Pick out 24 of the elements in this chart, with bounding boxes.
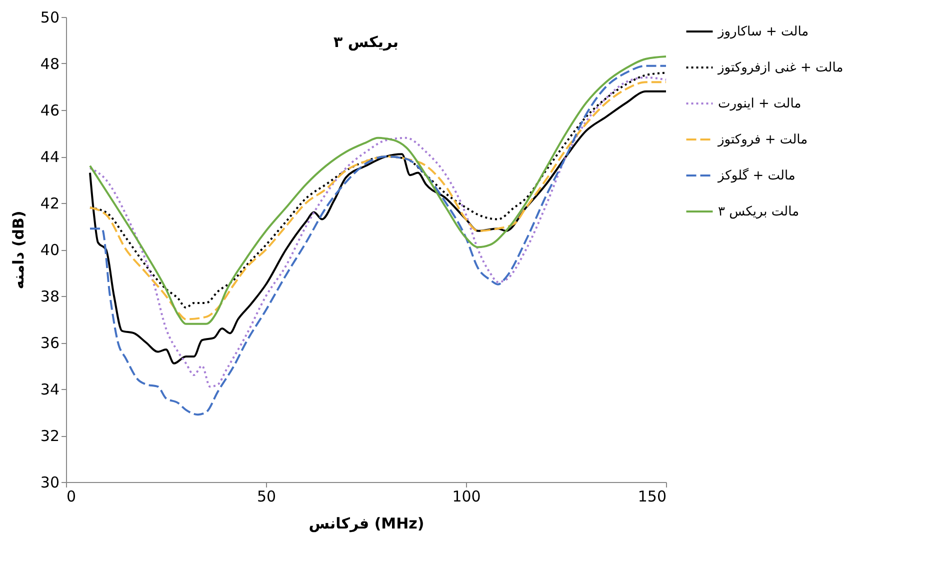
x-tick-label: 100	[452, 488, 481, 506]
y-tick-label: 30	[40, 474, 60, 492]
y-tick-label: 44	[40, 148, 60, 166]
legend-label: مالت + ساکاروز	[717, 24, 809, 40]
y-tick-label: 48	[40, 55, 60, 73]
y-tick-label: 50	[40, 8, 60, 26]
x-tick-label: 50	[256, 488, 276, 506]
x-tick-label: 150	[638, 488, 666, 506]
y-tick-label: 42	[40, 194, 60, 212]
y-tick-label: 36	[40, 334, 60, 352]
y-tick-label: 40	[40, 241, 60, 259]
legend-label: مالت + اینورت	[718, 96, 802, 112]
legend-label: مالت + فروکتوز	[717, 132, 808, 148]
text: بریکس ۳	[334, 33, 398, 51]
legend-label: مالت + گلوکز	[717, 168, 796, 184]
x-tick-label: 0	[66, 488, 76, 506]
y-tick-label: 46	[40, 102, 60, 120]
legend-label: مالت بریکس ۳	[718, 204, 800, 220]
y-tick-label: 32	[40, 427, 60, 445]
legend-label: مالت + غنی ازفروکتوز	[717, 60, 844, 76]
x-axis-title: فرکانس (MHz)	[308, 514, 424, 532]
y-tick-label: 38	[40, 288, 60, 306]
y-tick-label: 34	[40, 380, 60, 398]
y-axis-title: دامنه (dB)	[9, 210, 28, 290]
